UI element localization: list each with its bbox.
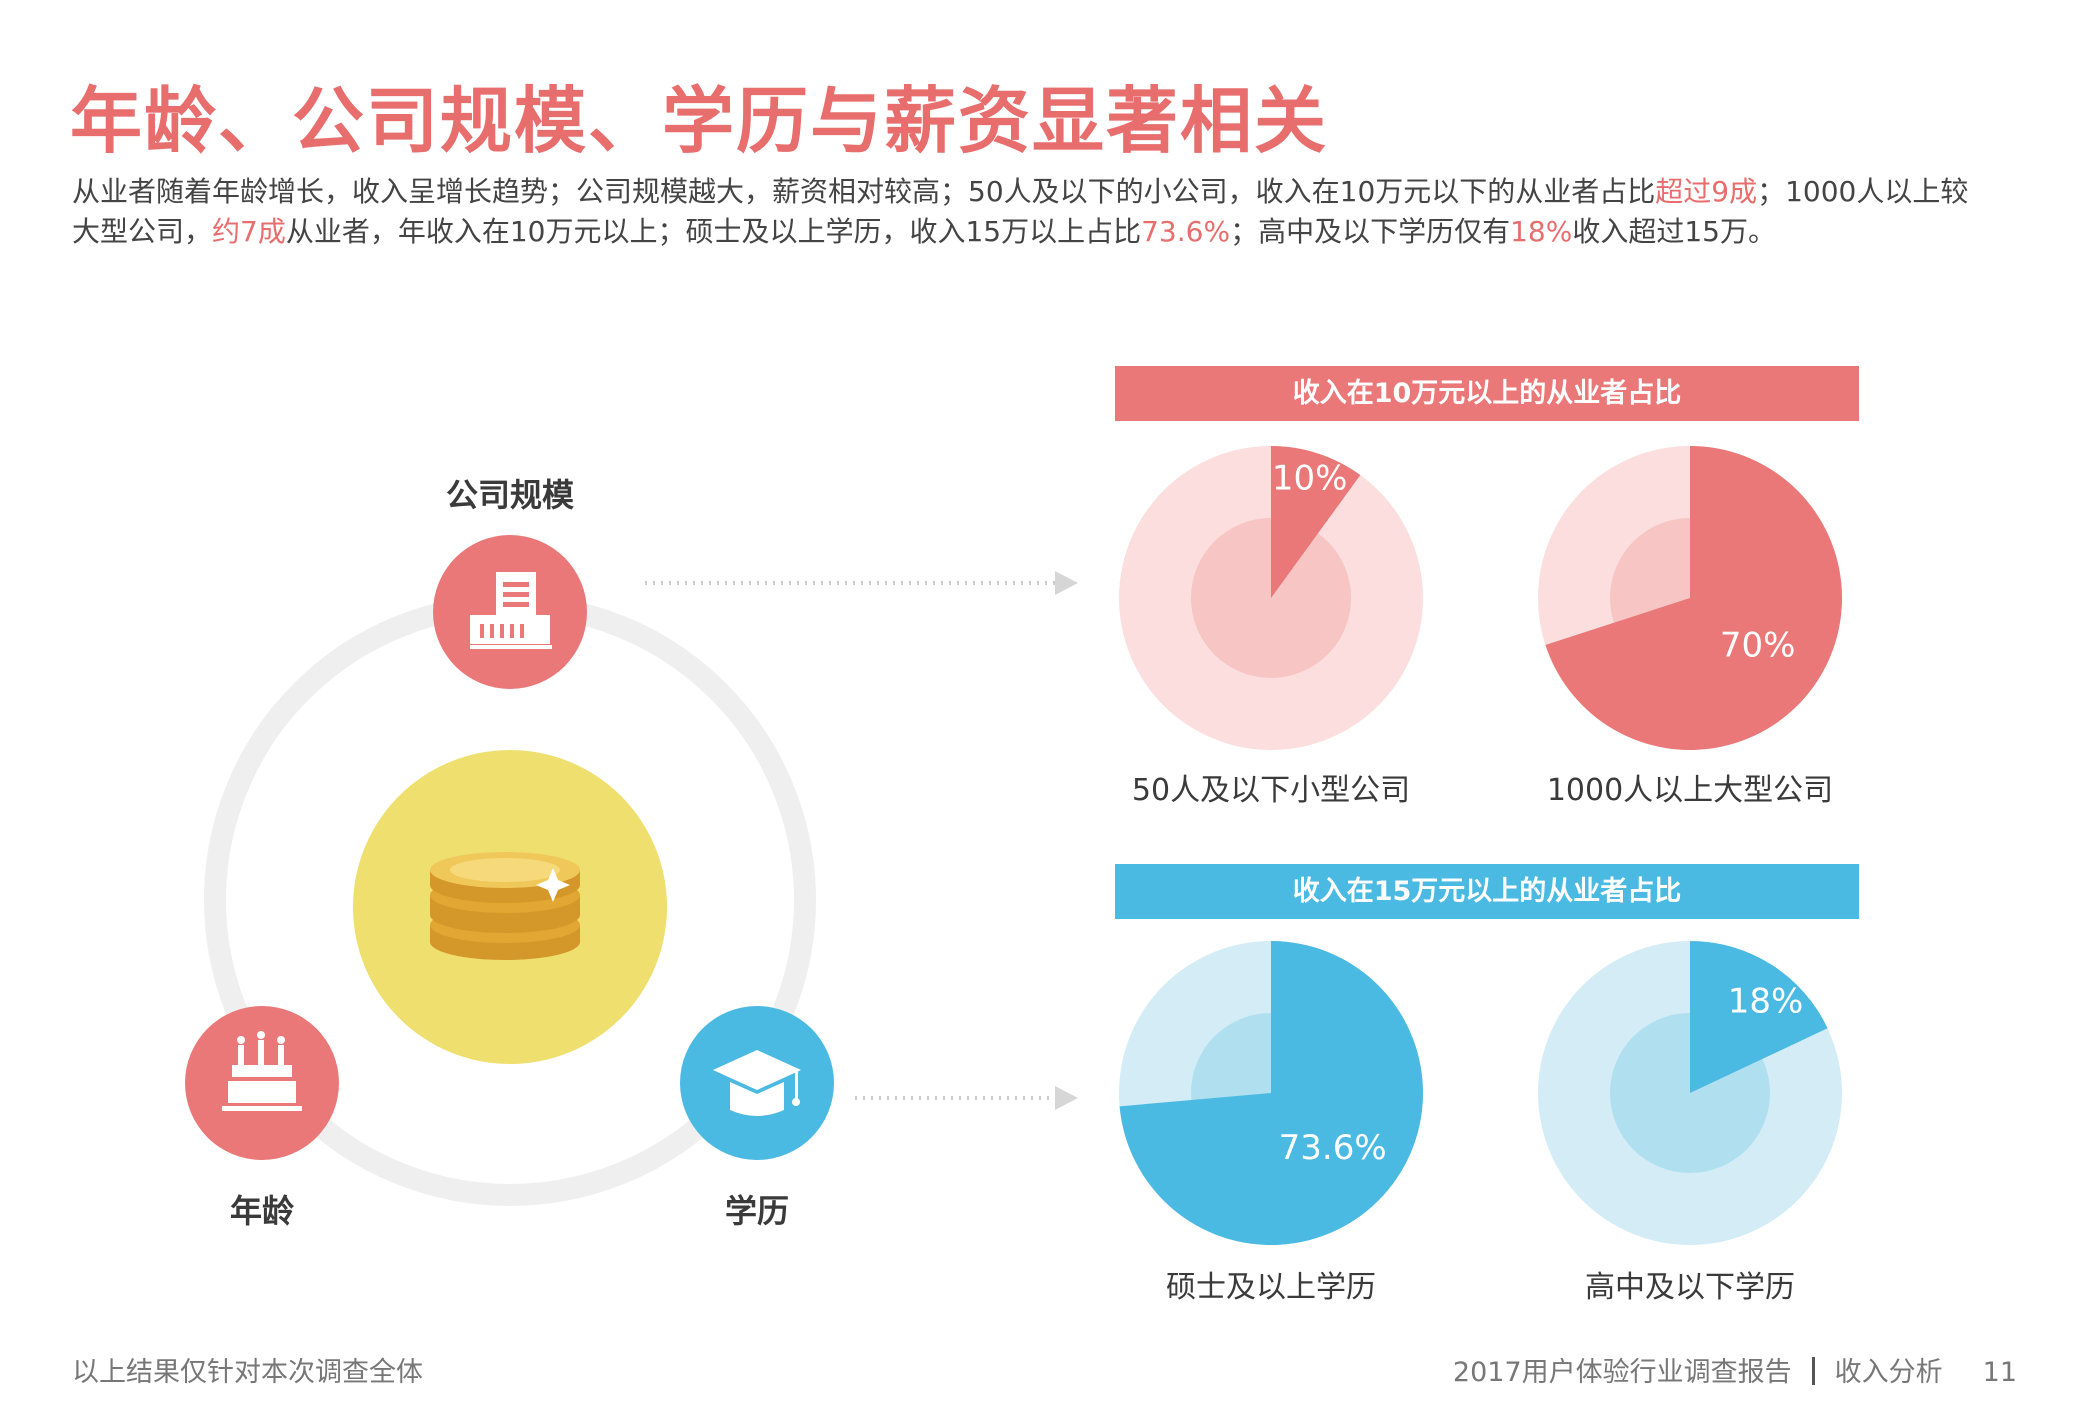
panel-header-15w: 收入在15万元以上的从业者占比: [1115, 864, 1859, 919]
footer-note: 以上结果仅针对本次调查全体: [72, 1357, 423, 1388]
intro-paragraph: 从业者随着年龄增长，收入呈增长趋势；公司规模越大，薪资相对较高；50人及以下的小…: [72, 172, 1972, 252]
pie-caption-master: 硕士及以上学历: [1166, 1270, 1376, 1305]
pie-value-label: 70%: [1720, 626, 1796, 666]
pie-value-label: 10%: [1272, 459, 1348, 499]
pie-slice: [1119, 941, 1423, 1246]
footer-section: 收入分析: [1834, 1357, 1943, 1388]
panel-header-10w: 收入在10万元以上的从业者占比: [1115, 366, 1859, 421]
pie-slice: [1271, 446, 1361, 598]
coins-icon: [430, 852, 580, 960]
page-title: 年龄、公司规模、学历与薪资显著相关: [70, 79, 1329, 163]
pie-caption-large-company: 1000人以上大型公司: [1546, 773, 1834, 808]
intro-text: ；1000人以上较大型公司，: [72, 175, 1969, 248]
intro-highlight: 73.6%: [1141, 215, 1231, 248]
label-age: 年龄: [229, 1192, 294, 1230]
pie-caption-small-company: 50人及以下小型公司: [1131, 773, 1411, 808]
footer-report-title: 2017用户体验行业调查报告: [1452, 1357, 1792, 1388]
birthday-cake-icon: [222, 1031, 302, 1111]
footer-divider: [1811, 1357, 1815, 1385]
pie-value-label: 73.6%: [1279, 1128, 1387, 1168]
building-icon: [470, 572, 552, 649]
pie-caption-highschool: 高中及以下学历: [1585, 1270, 1795, 1305]
label-education: 学历: [724, 1192, 789, 1230]
intro-text: 从业者，年收入在10万元以上；硕士及以上学历，收入15万以上占比: [285, 215, 1142, 248]
footer-report-info: 2017用户体验行业调查报告 收入分析 11: [1453, 1350, 2017, 1389]
pie-value-label: 18%: [1728, 981, 1804, 1021]
page-number: 11: [1982, 1357, 2017, 1388]
intro-highlight: 超过9成: [1655, 175, 1758, 208]
intro-text: 收入超过15万。: [1572, 215, 1776, 248]
intro-highlight: 约7成: [212, 215, 286, 248]
pie-slice: [1545, 446, 1843, 750]
intro-text: 从业者随着年龄增长，收入呈增长趋势；公司规模越大，薪资相对较高；50人及以下的小…: [72, 175, 1656, 208]
pie-slice: [1690, 941, 1828, 1093]
graduation-cap-icon: [713, 1050, 801, 1116]
intro-text: ；高中及以下学历仅有: [1230, 215, 1511, 248]
label-company: 公司规模: [445, 476, 574, 514]
intro-highlight: 18%: [1510, 215, 1573, 248]
